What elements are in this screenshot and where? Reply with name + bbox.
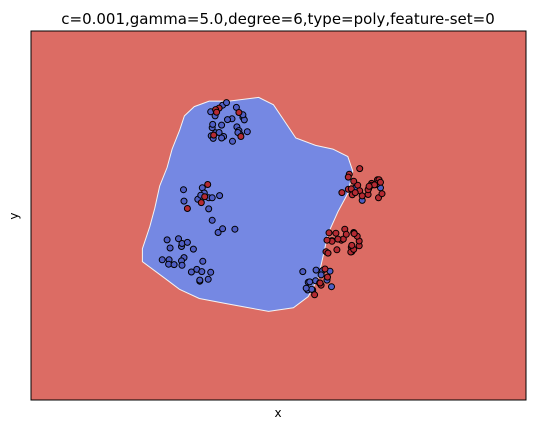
blue-point xyxy=(178,261,186,269)
blue-point xyxy=(204,275,212,283)
blue-point xyxy=(180,186,187,194)
blue-point xyxy=(229,137,236,145)
blue-point xyxy=(214,229,222,236)
red-point xyxy=(333,246,341,254)
red-point xyxy=(350,177,358,185)
red-point xyxy=(235,109,243,116)
red-point xyxy=(350,230,358,238)
blue-point xyxy=(231,225,239,233)
blue-point xyxy=(317,271,325,279)
red-point xyxy=(237,133,245,140)
blue-point xyxy=(218,121,226,129)
red-point xyxy=(183,205,191,212)
blue-point xyxy=(216,192,224,200)
blue-point xyxy=(215,129,223,136)
red-point xyxy=(378,190,386,198)
x-axis-label: x xyxy=(274,406,281,420)
blue-point xyxy=(208,194,216,202)
red-point xyxy=(338,189,346,197)
blue-point xyxy=(223,99,230,107)
blue-point xyxy=(198,268,206,276)
red-point xyxy=(210,131,218,139)
blue-point xyxy=(219,225,227,233)
red-point xyxy=(351,189,359,197)
blue-point xyxy=(199,257,207,265)
red-point xyxy=(365,182,373,190)
blue-point xyxy=(299,268,307,276)
red-point xyxy=(311,291,319,299)
blue-point xyxy=(187,268,195,276)
red-point xyxy=(316,279,324,287)
chart-title: c=0.001,gamma=5.0,degree=6,type=poly,fea… xyxy=(61,10,494,28)
blue-point xyxy=(207,268,215,276)
blue-point xyxy=(306,278,314,286)
blue-point xyxy=(189,245,197,253)
blue-point xyxy=(166,244,174,252)
red-point xyxy=(377,178,384,186)
blue-point xyxy=(224,116,231,124)
blue-point xyxy=(205,205,213,213)
red-point xyxy=(334,235,342,243)
red-point xyxy=(213,108,221,116)
blue-point xyxy=(196,276,204,284)
blue-point xyxy=(328,283,335,291)
red-point xyxy=(321,265,329,273)
blue-point xyxy=(312,266,320,274)
red-point xyxy=(201,193,209,201)
blue-point xyxy=(175,235,182,243)
blue-point xyxy=(302,284,310,292)
red-point xyxy=(332,229,340,237)
scatter-points xyxy=(158,99,386,299)
red-point xyxy=(358,192,366,200)
blue-point xyxy=(218,134,226,142)
blue-point xyxy=(208,216,216,224)
blue-point xyxy=(163,236,171,244)
red-point xyxy=(197,199,205,207)
blue-point xyxy=(209,120,217,128)
blue-point xyxy=(243,128,251,136)
red-point xyxy=(348,241,356,249)
red-point xyxy=(324,273,331,281)
y-axis-label: y xyxy=(7,212,21,219)
blue-point xyxy=(170,261,178,269)
plot-frame xyxy=(30,30,527,401)
red-point xyxy=(204,181,212,188)
red-point xyxy=(344,173,352,181)
blue-point xyxy=(183,238,191,246)
red-point xyxy=(323,236,331,244)
red-point xyxy=(342,230,350,238)
blue-point xyxy=(180,197,188,205)
red-point xyxy=(325,229,333,237)
red-point xyxy=(356,165,364,173)
blue-point xyxy=(158,256,166,264)
red-point xyxy=(324,249,332,257)
